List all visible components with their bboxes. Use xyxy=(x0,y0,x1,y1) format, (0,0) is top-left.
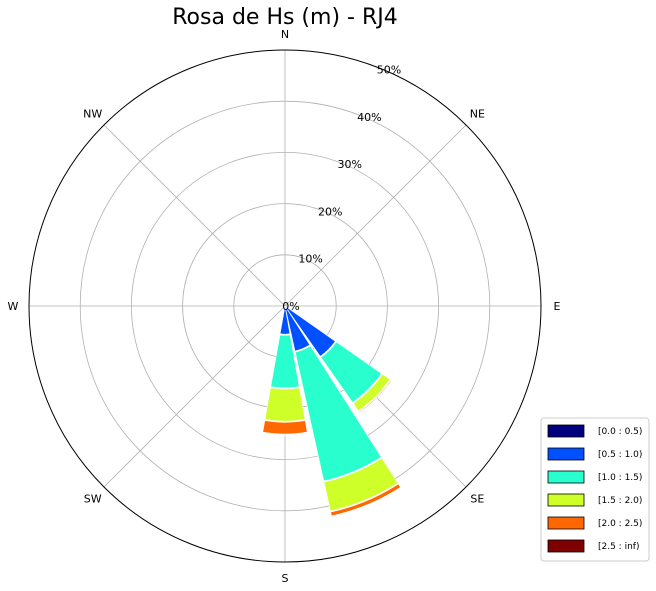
polar-grid xyxy=(28,49,542,563)
legend-label: [0.0 : 0.5) xyxy=(598,427,642,437)
rose-bar-segment xyxy=(284,305,336,357)
radial-tick-label: 20% xyxy=(318,205,342,218)
grid-spoke xyxy=(103,305,286,488)
legend-swatch xyxy=(547,470,585,484)
direction-label: W xyxy=(8,300,19,313)
legend-swatch xyxy=(547,493,585,507)
direction-label: E xyxy=(554,300,561,313)
rose-bars xyxy=(262,305,401,517)
direction-label: S xyxy=(282,572,289,585)
legend: [0.0 : 0.5) [0.5 : 1.0) [1.0 : 1.5) [1.5 : … xyxy=(540,417,650,562)
radial-tick-label: 10% xyxy=(298,253,322,266)
direction-label: NW xyxy=(83,108,102,121)
legend-frame xyxy=(540,417,650,562)
rose-bar-segment xyxy=(264,387,306,422)
rose-bar-segment xyxy=(262,432,308,436)
radial-tick-label: 0% xyxy=(282,300,299,313)
rose-bar-segment xyxy=(323,457,399,512)
rose-bar-segment xyxy=(358,379,392,413)
chart-title: Rosa de Hs (m) - RJ4 xyxy=(172,5,397,30)
rose-bar-segment xyxy=(294,345,382,482)
direction-label: SW xyxy=(84,492,102,505)
radial-tick-label: 30% xyxy=(338,158,362,171)
rose-bar-segment xyxy=(352,373,391,412)
grid-spoke xyxy=(284,124,467,307)
legend-label: [2.0 : 2.5) xyxy=(598,519,642,529)
legend-swatch xyxy=(547,424,585,438)
rose-bar-segment xyxy=(262,420,308,435)
legend-label: [1.0 : 1.5) xyxy=(598,473,642,483)
rose-bar-segment xyxy=(330,483,401,517)
legend-swatch xyxy=(547,447,585,461)
legend-swatch xyxy=(547,516,585,530)
radial-tick-label: 40% xyxy=(357,111,381,124)
grid-spoke xyxy=(103,124,286,307)
rose-bar-segment xyxy=(284,305,311,352)
direction-label: NE xyxy=(470,108,485,121)
outer-frame xyxy=(28,49,542,563)
legend-label: [0.5 : 1.0) xyxy=(598,450,642,460)
legend-swatch xyxy=(547,539,585,553)
rose-bar-segment xyxy=(279,305,291,335)
direction-label: SE xyxy=(470,492,484,505)
rose-bar-segment xyxy=(270,334,300,389)
radial-tick-label: 50% xyxy=(377,63,401,76)
legend-label: [1.5 : 2.0) xyxy=(598,496,642,506)
legend-label: [2.5 : inf) xyxy=(598,542,639,552)
rose-bar-segment xyxy=(320,341,382,403)
axis-labels: N NE E SE S SW W NW 0% 10% 20% 30% 40% 50% xyxy=(8,28,561,585)
direction-label: N xyxy=(281,28,289,41)
